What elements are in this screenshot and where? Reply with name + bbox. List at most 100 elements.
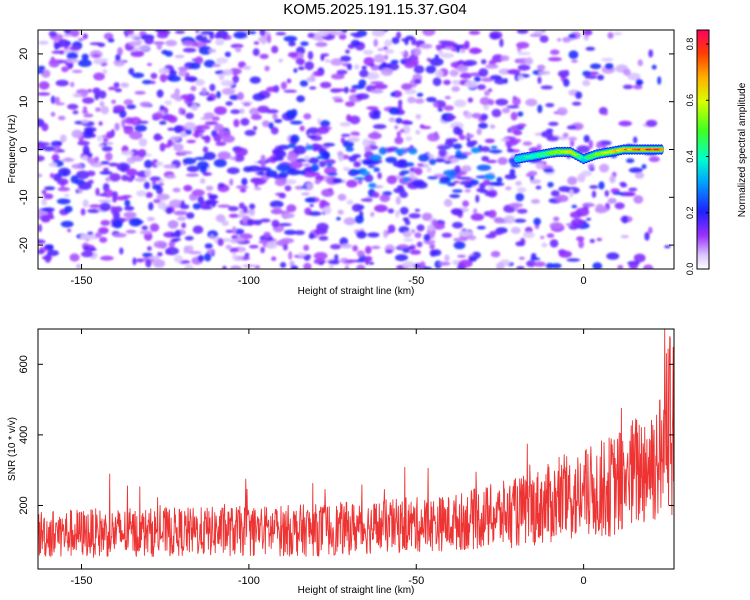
spectrogram-noise-blob	[412, 179, 425, 187]
spectrogram-noise-blob	[533, 30, 546, 35]
spectrogram-noise-blob	[321, 53, 330, 57]
spectrogram-noise-blob	[206, 249, 216, 254]
spectrogram-noise-blob	[314, 227, 328, 235]
spectrogram-noise-blob	[567, 176, 578, 185]
spectrogram-y-tick-label: 20	[18, 48, 30, 60]
spectrogram-noise-blob	[124, 199, 131, 207]
spectrogram-noise-blob	[172, 187, 181, 193]
spectrogram-noise-blob	[100, 161, 110, 165]
spectrogram-noise-blob	[409, 172, 415, 179]
spectrogram-noise-blob	[232, 75, 240, 84]
spectrogram-noise-blob	[127, 34, 141, 39]
spectrogram-noise-blob	[142, 79, 153, 85]
spectrogram-noise-blob	[336, 69, 348, 75]
spectrogram-noise-blob	[92, 87, 101, 95]
spectrogram-noise-blob	[622, 84, 633, 90]
spectrogram-noise-blob	[566, 125, 577, 130]
spectrogram-noise-blob	[582, 70, 591, 77]
spectrogram-noise-blob	[38, 224, 42, 233]
spectrogram-noise-blob	[51, 50, 64, 54]
spectrogram-noise-blob	[119, 247, 124, 255]
spectrogram-noise-blob	[259, 30, 266, 37]
spectrogram-noise-blob	[409, 249, 421, 255]
spectrogram-noise-blob	[320, 120, 330, 128]
spectrogram-noise-blob	[396, 31, 402, 39]
spectrogram-noise-blob	[249, 244, 259, 249]
spectrogram-noise-blob	[407, 96, 416, 104]
spectrogram-noise-blob	[173, 210, 188, 216]
spectrogram-noise-blob	[44, 186, 56, 191]
spectrogram-noise-blob	[312, 71, 323, 77]
spectrogram-noise-blob	[286, 78, 292, 84]
spectrogram-noise-blob	[290, 120, 303, 125]
spectrogram-noise-blob	[99, 100, 105, 107]
spectrogram-noise-blob	[384, 49, 395, 54]
spectrogram-noise-blob	[123, 99, 134, 106]
spectrogram-noise-blob	[61, 158, 75, 162]
spectrogram-noise-blob	[394, 125, 399, 130]
spectrogram-noise-blob	[583, 30, 593, 36]
spectrogram-noise-blob	[48, 162, 58, 167]
spectrogram-noise-blob	[648, 156, 660, 163]
spectrogram-noise-blob	[353, 64, 360, 70]
spectrogram-noise-blob	[426, 96, 437, 103]
spectrogram-noise-blob	[124, 117, 134, 125]
spectrogram-noise-blob	[139, 230, 153, 235]
spectrogram-noise-blob	[635, 78, 643, 86]
spectrogram-noise-blob	[371, 245, 381, 250]
spectrogram-noise-blob	[48, 30, 57, 37]
spectrogram-noise-blob	[41, 69, 51, 78]
spectrogram-noise-blob	[105, 152, 113, 161]
spectrogram-noise-blob	[516, 30, 529, 34]
spectrogram-noise-blob	[274, 178, 287, 187]
spectrogram-noise-blob	[234, 147, 248, 157]
spectrogram-noise-blob	[596, 237, 603, 242]
spectrogram-noise-blob	[58, 167, 71, 177]
spectrogram-noise-blob	[487, 185, 495, 191]
spectrogram-noise-blob	[64, 205, 73, 213]
spectrogram-noise-blob	[386, 175, 398, 185]
spectrogram-noise-blob	[568, 33, 577, 39]
spectrogram-noise-blob	[238, 108, 245, 114]
spectrogram-noise-blob	[466, 133, 474, 139]
spectrogram-noise-blob	[182, 157, 197, 165]
spectrogram-noise-blob	[354, 215, 364, 224]
spectrogram-noise-blob	[38, 144, 43, 151]
spectrogram-noise-blob	[268, 122, 274, 129]
spectrogram-noise-blob	[283, 89, 297, 93]
spectrogram-noise-blob	[543, 168, 555, 173]
spectrogram-noise-blob	[70, 175, 79, 184]
spectrogram-noise-blob	[507, 69, 521, 75]
spectrogram-noise-blob	[387, 224, 396, 234]
spectrogram-noise-blob	[38, 142, 50, 146]
spectrogram-noise-blob	[264, 65, 270, 72]
spectrogram-noise-blob	[103, 32, 114, 40]
spectrogram-noise-blob	[259, 53, 269, 60]
spectrogram-noise-blob	[555, 194, 569, 203]
spectrogram-noise-blob	[494, 218, 507, 224]
spectrogram-noise-blob	[348, 155, 358, 162]
spectrogram-noise-blob	[145, 259, 152, 268]
spectrogram-noise-blob	[310, 73, 315, 82]
spectrogram-noise-blob	[490, 250, 501, 258]
spectrogram-noise-blob	[361, 65, 367, 70]
spectrogram-noise-blob	[274, 118, 283, 124]
spectrogram-noise-blob	[180, 94, 193, 100]
spectrogram-noise-blob	[43, 193, 54, 200]
spectrogram-noise-blob	[539, 35, 549, 43]
spectrogram-noise-blob	[177, 66, 189, 71]
spectrogram-noise-blob	[606, 252, 620, 260]
spectrogram-noise-blob	[427, 132, 440, 142]
spectrogram-noise-blob	[556, 107, 568, 116]
spectrogram-noise-blob	[103, 137, 109, 143]
spectrogram-noise-blob	[82, 199, 89, 208]
spectrogram-noise-blob	[127, 176, 134, 183]
spectrogram-noise-blob	[500, 55, 510, 62]
spectrogram-noise-blob	[101, 62, 108, 66]
spectrogram-noise-blob	[464, 80, 478, 89]
spectrogram-noise-blob	[525, 57, 534, 65]
spectrogram-noise-blob	[50, 95, 56, 104]
spectrogram-noise-blob	[575, 91, 583, 99]
spectrogram-noise-blob	[402, 125, 411, 135]
spectrogram-noise-blob	[316, 155, 325, 160]
